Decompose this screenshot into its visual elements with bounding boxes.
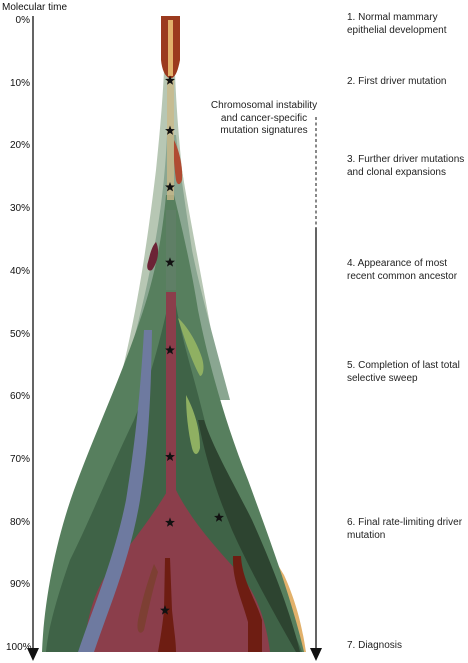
axis-tick-label: 90% xyxy=(9,579,30,591)
driver-star-2 xyxy=(165,125,175,135)
driver-star-3 xyxy=(165,181,175,192)
right-dark-red-clone xyxy=(232,556,262,652)
brown-subclone xyxy=(137,564,158,633)
sweep-star-2 xyxy=(165,451,175,461)
small-maroon-clone xyxy=(147,242,159,271)
mrca-star xyxy=(165,257,175,267)
axis-tick-label: 100% xyxy=(6,642,32,653)
small-red-clone xyxy=(173,140,183,185)
axis-tick-label: 60% xyxy=(9,391,30,403)
instability-annotation: Chromosomal instability and cancer-speci… xyxy=(210,100,318,136)
axis-title: Molecular time xyxy=(2,2,68,13)
side-clone-star xyxy=(214,512,224,522)
light-green-clone-2 xyxy=(186,395,200,454)
maroon-clone xyxy=(84,490,270,652)
axis-tick-label: 20% xyxy=(9,140,30,152)
center-dark-red-clone xyxy=(158,558,176,652)
stage-label: 5. Completion of last total selective sw… xyxy=(347,360,460,384)
diagnosis-star xyxy=(160,605,170,615)
sweep-star-3 xyxy=(165,517,175,527)
trunk-core-upper xyxy=(167,80,174,200)
trunk-highlight xyxy=(168,20,173,76)
stage-label: 6. Final rate-limiting driver mutation xyxy=(347,517,463,541)
dark-side-clone xyxy=(198,420,300,652)
axis-tick-label: 0% xyxy=(15,15,30,26)
axis-tick-label: 30% xyxy=(9,203,30,215)
time-axis-arrowhead xyxy=(27,648,39,661)
axis-tick-label: 10% xyxy=(9,77,30,89)
mutation-markers xyxy=(160,75,224,615)
light-green-clone-1 xyxy=(178,318,204,376)
stage-label: 1. Normal mammary epithelial development xyxy=(347,12,447,36)
maroon-trunk xyxy=(166,292,176,500)
axis-tick-label: 40% xyxy=(9,265,30,277)
first-driver-star xyxy=(165,75,175,85)
stage-label: 4. Appearance of most recent common ance… xyxy=(347,258,458,282)
stage-label: 7. Diagnosis xyxy=(347,640,403,651)
axis-tick-label: 50% xyxy=(9,328,30,340)
axis-tick-label: 70% xyxy=(9,453,30,465)
blue-clone xyxy=(78,330,152,652)
instability-arrowhead xyxy=(310,648,322,661)
axis-tick-label: 80% xyxy=(9,516,30,528)
stage-label: 2. First driver mutation xyxy=(347,76,447,87)
stage-label: 3. Further driver mutations and clonal e… xyxy=(347,154,465,178)
sweep-star-1 xyxy=(165,344,175,355)
trunk-core-lower xyxy=(166,210,176,290)
